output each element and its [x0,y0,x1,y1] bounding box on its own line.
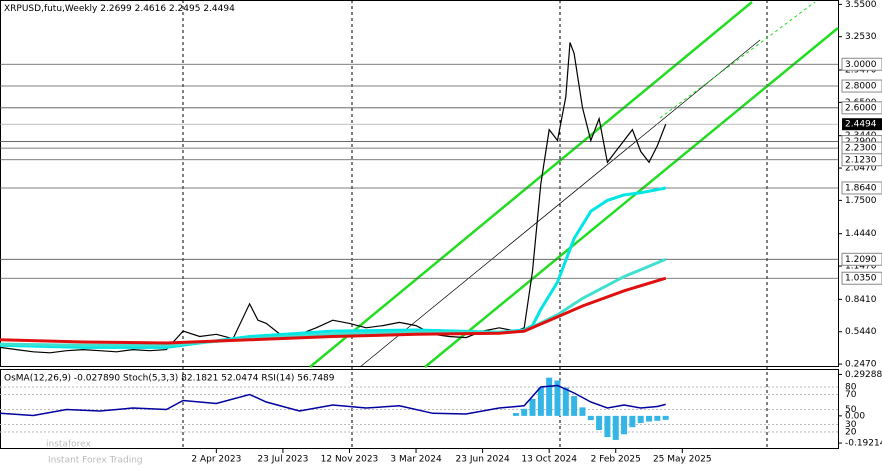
moving-average [0,257,667,347]
osma-tick-label: -0.192146 [845,439,882,449]
osma-bar [646,415,653,422]
level-label: 1.8640 [845,183,877,193]
ohlc: 2.2699 2.4616 2.2495 2.4494 [100,4,235,14]
osma-bar [612,415,619,440]
level-box [841,181,882,195]
watermark-sub: Instant Forex Trading [48,456,143,466]
y-tick-label: 1.7500 [845,196,877,206]
symbol: XRPUSD,futu,Weekly [4,4,98,14]
level-box [841,271,882,285]
osma-bar [662,415,669,420]
stoch-tick-label: 30 [845,420,857,430]
osma-bar [637,415,644,423]
osma-bar [554,380,561,416]
y-tick-label: 1.4440 [845,229,877,239]
x-tick-label: 13 Oct 2024 [521,455,577,465]
osma-bar [579,407,586,416]
x-tick-label: 3 Mar 2024 [390,455,442,465]
x-tick-label: 23 Jul 2023 [257,455,308,465]
level-label: 2.8000 [845,82,877,92]
osma-bar [629,415,636,428]
y-tick-label: 3.2530 [845,32,877,42]
y-tick-label: 3.5500 [845,0,877,10]
level-box [841,79,882,93]
osma-bar [604,415,611,438]
current-box [842,118,882,131]
header: XRPUSD,futu,Weekly 2.2699 2.4616 2.2495 … [4,4,235,14]
channel [309,1,839,368]
osma-tick-label: 0.00 [845,411,865,421]
x-tick-label: 2 Apr 2023 [191,455,241,465]
watermark: instaforex [46,440,91,450]
x-tick-label: 25 May 2025 [653,455,712,465]
osma-bar [521,408,528,416]
osma-bar [571,396,578,416]
stoch-tick-label: 70 [845,390,857,400]
level-label: 2.2300 [845,144,877,154]
price-line [0,42,667,354]
level-label: 2.6000 [845,103,877,113]
x-tick-label: 2 Feb 2025 [591,455,641,465]
level-box [841,252,882,266]
level-box [841,57,882,71]
y-tick-label: 1.1470 [845,262,877,272]
y-tick-label: 0.2470 [845,360,877,370]
level-label: 1.2090 [845,255,877,265]
y-tick-label: 2.0470 [845,164,877,174]
level-label: 2.1230 [845,155,877,165]
osma-bar [587,415,594,421]
osma-tick-label: 0.292886 [845,370,882,380]
stoch-tick-label: 50 [845,405,857,415]
osma-bar [529,398,536,416]
rsi-line [0,384,666,417]
trend-line [359,39,761,368]
x-tick-label: 12 Nov 2023 [321,455,379,465]
stoch-tick-label: 80 [845,383,857,393]
indicator-label: OsMA(12,26,9) -0.027890 Stoch(5,3,3) 82.… [4,374,335,384]
level-box [841,101,882,115]
moving-average [0,276,667,345]
current-label: 2.4494 [845,120,877,130]
channel-ext [659,1,816,119]
osma-bar [654,415,661,421]
osma-bar [537,387,544,416]
osma-bar [546,377,553,416]
osma-bar [512,413,519,416]
level-label: 1.0350 [845,274,877,284]
y-tick-label: 0.5440 [845,327,877,337]
level-box [841,153,882,167]
osma-bar [596,415,603,431]
osma-bar [562,387,569,416]
main-frame [0,0,839,367]
y-tick-label: 0.8410 [845,295,877,305]
stoch-tick-label: 20 [845,428,857,438]
x-tick-label: 23 Jun 2024 [456,455,510,465]
osma-bar [621,415,628,435]
level-label: 3.0000 [845,60,877,70]
